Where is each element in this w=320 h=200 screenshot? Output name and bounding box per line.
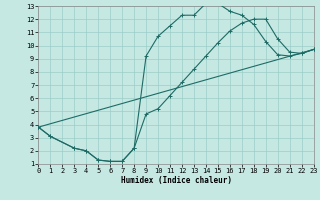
X-axis label: Humidex (Indice chaleur): Humidex (Indice chaleur) bbox=[121, 176, 231, 185]
